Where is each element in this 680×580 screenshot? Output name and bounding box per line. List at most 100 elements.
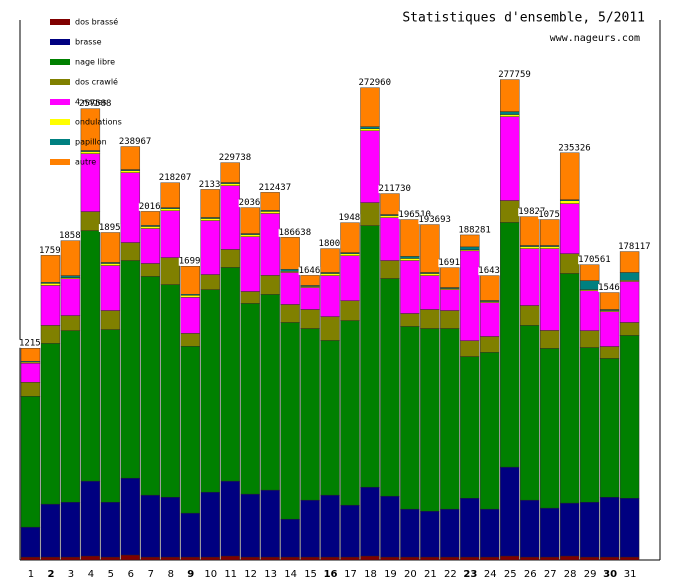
bar-segment <box>520 216 540 246</box>
bar-segment <box>180 266 200 295</box>
total-label-bg <box>118 138 152 147</box>
bar-segment <box>480 275 500 301</box>
bar-segment <box>420 273 440 276</box>
total-label-bg <box>318 240 341 249</box>
total-label: 1948 <box>339 213 361 223</box>
total-label-bg <box>298 266 321 275</box>
bar-segment <box>20 348 41 362</box>
bar-segment <box>20 556 41 561</box>
bar-segment <box>599 311 620 347</box>
bar-segment <box>420 275 440 310</box>
bar-segment <box>400 260 420 314</box>
bar-segment <box>280 556 300 561</box>
bar-segment <box>80 555 101 561</box>
total-label-bg <box>278 228 312 237</box>
bar-segment <box>220 249 240 268</box>
bar-segment <box>320 275 340 317</box>
bar-segment <box>460 250 480 341</box>
total-label: 1546 <box>598 283 620 293</box>
x-tick-label: 18 <box>364 569 377 580</box>
total-label-bg <box>338 214 361 223</box>
x-tick-label: 16 <box>324 569 338 580</box>
bar-segment <box>380 556 400 561</box>
chart-subtitle: www.nageurs.com <box>550 33 640 44</box>
x-tick-label: 29 <box>584 569 597 580</box>
bar-segment <box>220 555 240 561</box>
bar-segment <box>180 556 200 561</box>
bar-segment <box>300 309 320 329</box>
bar-segment <box>360 126 380 129</box>
bar-segment <box>400 556 420 561</box>
bar-segment <box>120 172 141 243</box>
bar-segment <box>599 358 620 498</box>
bar-segment <box>460 356 480 499</box>
bar-segment <box>160 284 180 498</box>
bar-segment <box>360 555 380 561</box>
bar-segment <box>440 328 460 510</box>
bar-segment <box>240 291 260 304</box>
bar-segment <box>120 477 141 556</box>
total-label-bg <box>478 267 500 276</box>
bar-segment <box>340 300 360 321</box>
total-label-bg <box>578 256 611 265</box>
x-tick-label: 10 <box>204 569 217 580</box>
bar-segment <box>320 494 340 558</box>
bar-segment <box>280 518 300 558</box>
bar-segment <box>200 289 220 493</box>
bar-segment <box>60 275 81 278</box>
bar-segment <box>300 556 320 561</box>
bar-segment <box>240 236 260 292</box>
total-label: 1759 <box>39 246 61 256</box>
bar-segment <box>240 303 260 495</box>
total-label: 193693 <box>418 215 451 225</box>
bar-segment <box>559 502 580 557</box>
bar-segment <box>520 248 540 306</box>
bar-segment <box>460 340 480 357</box>
bar-segment <box>340 255 360 301</box>
bar-segment <box>440 508 460 558</box>
bar-segment <box>500 200 520 223</box>
bar-segment <box>140 263 160 277</box>
bar-segment <box>300 328 320 501</box>
bar-segment <box>619 251 640 273</box>
bar-segment <box>20 363 41 383</box>
total-label: 2016 <box>139 202 161 212</box>
x-tick-label: 4 <box>88 569 94 580</box>
bar-segment <box>400 326 420 510</box>
legend-swatch <box>50 39 70 45</box>
x-tick-label: 12 <box>244 569 257 580</box>
bar-segment <box>360 202 380 226</box>
total-label: 218207 <box>159 173 192 183</box>
bar-segment <box>80 230 101 482</box>
bar-segment <box>420 309 440 329</box>
bar-segment <box>420 511 440 558</box>
bar-segment <box>340 253 360 256</box>
legend-swatch <box>50 159 70 165</box>
bar-segment <box>500 222 520 468</box>
bar-segment <box>200 189 220 218</box>
bar-segment <box>579 280 600 290</box>
bar-segment <box>420 224 440 273</box>
bar-segment <box>619 556 640 561</box>
bar-segment <box>320 340 340 496</box>
bar-segment <box>20 396 41 528</box>
x-tick-label: 27 <box>544 569 557 580</box>
bar-segment <box>260 275 280 295</box>
bar-segment <box>140 494 160 558</box>
chart-title: Statistiques d'ensemble, 5/2011 <box>402 11 645 26</box>
total-label-bg <box>398 211 431 220</box>
legend-label: dos brassé <box>75 17 118 27</box>
bar-segment <box>40 343 61 505</box>
x-tick-label: 20 <box>404 569 417 580</box>
bar-segment <box>280 322 300 520</box>
bar-segment <box>240 207 260 234</box>
total-label-bg <box>598 284 620 293</box>
x-tick-label: 13 <box>264 569 277 580</box>
bar-segment <box>160 497 180 558</box>
bar-segment <box>380 217 400 261</box>
bar-segment <box>460 556 480 561</box>
bar-segment <box>559 152 580 200</box>
bar-segment <box>400 313 420 327</box>
